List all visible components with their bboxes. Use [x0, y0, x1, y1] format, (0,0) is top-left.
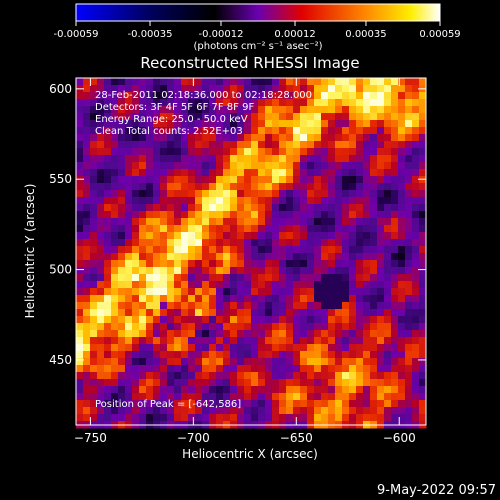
y-tick-label: 600: [49, 82, 72, 96]
y-tick-label: 500: [49, 263, 72, 277]
y-tick-label: 450: [49, 353, 72, 367]
annotation-line: Energy Range: 25.0 - 50.0 keV: [95, 114, 248, 125]
colorbar-unit-label: (photons cm⁻² s⁻¹ asec⁻²): [193, 41, 322, 52]
x-tick-label: −650: [280, 431, 313, 445]
x-tick-label: −700: [177, 431, 210, 445]
chart-title: Reconstructed RHESSI Image: [140, 54, 359, 72]
x-axis-ticks: −750 −700 −650 −600: [74, 78, 416, 445]
colorbar: [75, 3, 441, 22]
colorbar-tick-label: -0.00012: [198, 29, 243, 40]
y-axis-ticks: 450 500 550 600: [49, 82, 426, 367]
annotation-block: 28-Feb-2011 02:18:36.000 to 02:18:28.000…: [95, 90, 312, 137]
colorbar-ticks: -0.00059 -0.00035 -0.00012 0.00012 0.00035 0.…: [54, 21, 461, 40]
y-tick-label: 550: [49, 172, 72, 186]
x-axis-label: Heliocentric X (arcsec): [182, 447, 318, 461]
colorbar-tick-label: 0.00012: [274, 29, 315, 40]
colorbar-tick-label: 0.00059: [419, 29, 460, 40]
annotation-line: Detectors: 3F 4F 5F 6F 7F 8F 9F: [95, 102, 254, 113]
annotation-line: 28-Feb-2011 02:18:36.000 to 02:18:28.000: [95, 90, 312, 101]
plot-frame: [75, 77, 427, 426]
y-axis-label: Heliocentric Y (arcsec): [23, 184, 37, 319]
peak-position-label: Position of Peak = [-642,586]: [95, 399, 241, 410]
colorbar-tick-label: -0.00035: [128, 29, 173, 40]
colorbar-tick-label: -0.00059: [54, 29, 99, 40]
x-tick-label: −750: [74, 431, 107, 445]
footer-date: 9-May-2022 09:57: [377, 483, 496, 498]
x-tick-label: −600: [383, 431, 416, 445]
colorbar-tick-label: 0.00035: [345, 29, 386, 40]
annotation-line: Clean Total counts: 2.52E+03: [95, 126, 243, 137]
